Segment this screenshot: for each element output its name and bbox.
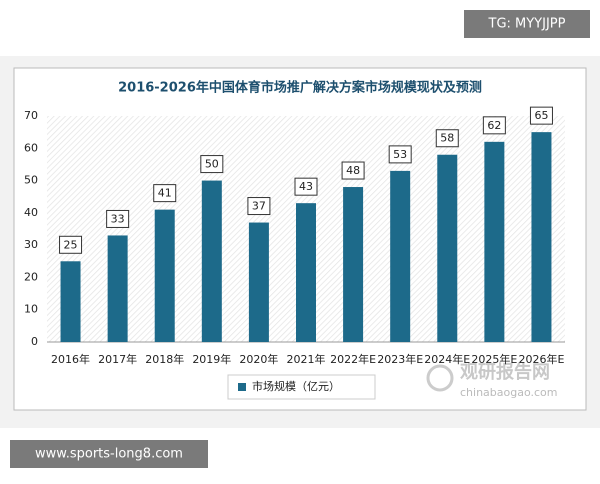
logo-url: chinabaogao.com bbox=[460, 386, 558, 399]
legend-box bbox=[227, 374, 376, 400]
y-tick-label: 10 bbox=[24, 303, 38, 316]
tag-box bbox=[464, 10, 590, 38]
bar bbox=[437, 154, 458, 342]
x-tick-label: 2025年E bbox=[471, 352, 517, 366]
tag-text: TG: MYYJJPP bbox=[488, 17, 566, 32]
y-tick-label: 0 bbox=[31, 335, 38, 348]
value-label-box bbox=[294, 177, 318, 196]
logo-text: 观研报告网 bbox=[460, 361, 550, 383]
value-label: 37 bbox=[252, 200, 266, 213]
value-label: 25 bbox=[64, 238, 78, 251]
bar bbox=[296, 203, 316, 342]
y-tick-label: 30 bbox=[24, 238, 38, 251]
bar bbox=[60, 261, 81, 342]
x-tick-label: 2026年E bbox=[518, 352, 564, 366]
x-tick-label: 2023年E bbox=[377, 352, 423, 366]
x-tick-label: 2020年 bbox=[239, 352, 278, 366]
url-text: www.sports-long8.com bbox=[35, 447, 183, 462]
x-tick-label: 2022年E bbox=[330, 352, 376, 366]
value-label: 33 bbox=[111, 212, 125, 225]
value-label: 62 bbox=[487, 119, 501, 132]
x-tick-label: 2017年 bbox=[98, 352, 137, 366]
value-label-box bbox=[388, 145, 412, 164]
value-label: 58 bbox=[440, 132, 454, 145]
value-label: 50 bbox=[205, 158, 219, 171]
value-label-box bbox=[106, 209, 130, 228]
value-label: 43 bbox=[299, 180, 313, 193]
chart-title: 2016-2026年中国体育市场推广解决方案市场规模现状及预测 bbox=[118, 80, 482, 96]
x-tick-label: 2024年E bbox=[424, 352, 470, 366]
value-label-box bbox=[529, 106, 553, 125]
bar bbox=[390, 170, 411, 342]
bar bbox=[484, 141, 505, 342]
value-label-box bbox=[482, 116, 506, 135]
logo-icon bbox=[426, 364, 454, 392]
y-tick-label: 60 bbox=[24, 141, 38, 154]
value-label-box bbox=[435, 129, 459, 148]
value-label: 48 bbox=[346, 164, 360, 177]
bar bbox=[531, 132, 552, 342]
x-tick-label: 2018年 bbox=[145, 352, 184, 366]
bar bbox=[154, 209, 175, 342]
y-tick-label: 70 bbox=[24, 109, 38, 122]
bar bbox=[201, 180, 222, 342]
value-label-box bbox=[341, 161, 365, 180]
value-label-box bbox=[153, 184, 177, 203]
y-tick-label: 20 bbox=[24, 270, 38, 283]
bar bbox=[107, 235, 128, 342]
x-tick-label: 2021年 bbox=[287, 352, 326, 366]
bar bbox=[248, 222, 269, 342]
value-label: 65 bbox=[534, 109, 548, 122]
value-label-box bbox=[247, 197, 271, 216]
x-tick-label: 2016年 bbox=[51, 352, 90, 366]
y-tick-label: 40 bbox=[24, 206, 38, 219]
value-label: 41 bbox=[158, 187, 172, 200]
value-label-box bbox=[59, 235, 83, 254]
value-label-box bbox=[200, 155, 224, 174]
x-tick-label: 2019年 bbox=[192, 352, 231, 366]
bar bbox=[343, 187, 364, 342]
y-tick-label: 50 bbox=[24, 174, 38, 187]
value-label: 53 bbox=[393, 148, 407, 161]
legend-swatch bbox=[238, 383, 246, 391]
url-box bbox=[10, 440, 208, 468]
legend-label: 市场规模（亿元） bbox=[252, 379, 340, 393]
